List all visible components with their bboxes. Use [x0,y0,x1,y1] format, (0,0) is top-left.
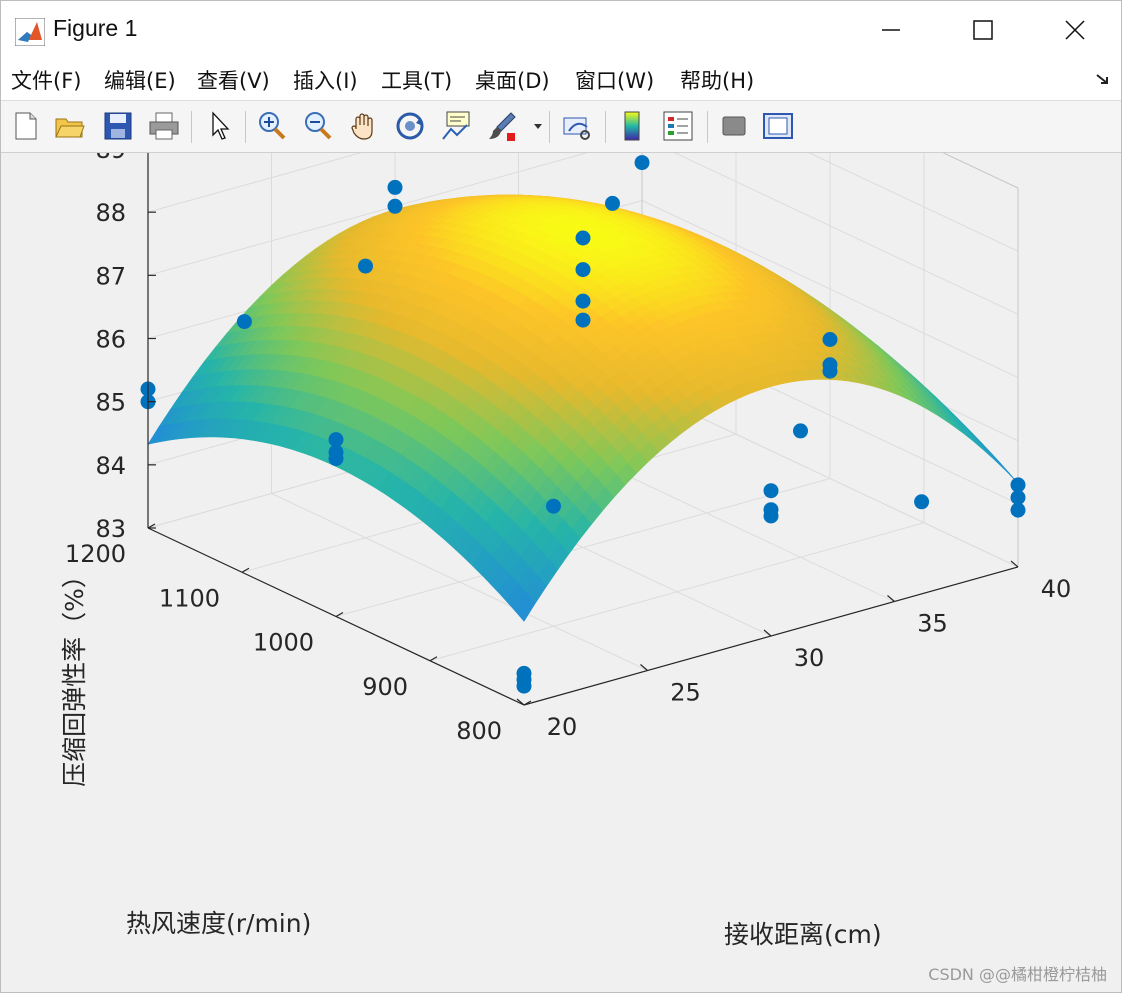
surface-plot[interactable]: 2025303540800900100011001200838485868788… [1,153,1123,993]
title-bar[interactable]: Figure 1 [1,1,1121,59]
link-plot-icon[interactable] [561,109,595,143]
chevron-down-icon[interactable] [533,123,543,131]
rotate-3d-icon[interactable] [393,109,427,143]
minimize-button[interactable] [845,1,937,59]
menu-window[interactable]: 窗口(W) [575,65,654,95]
pan-hand-icon[interactable] [347,109,381,143]
menu-desktop[interactable]: 桌面(D) [475,65,550,95]
data-point [576,294,591,309]
new-figure-icon[interactable] [9,109,43,143]
z-tick-label: 84 [95,452,126,480]
menu-insert[interactable]: 插入(I) [293,65,358,95]
fitted-surface [148,195,1018,621]
show-plot-tools-icon[interactable] [761,109,795,143]
y-tick-label: 1000 [253,629,314,657]
data-point [517,679,532,694]
figure-toolbar [1,101,1121,153]
z-tick-label: 85 [95,389,126,417]
data-point [546,499,561,514]
close-icon [1064,19,1086,41]
surface-patch [965,431,985,451]
y-tick-label: 1100 [159,584,220,612]
x-axis-label: 接收距离(cm) [724,920,882,949]
data-point [793,423,808,438]
menu-help[interactable]: 帮助(H) [680,65,754,95]
y-tick-label: 800 [456,717,502,745]
data-point [764,509,779,524]
menu-file[interactable]: 文件(F) [11,65,81,95]
data-point [823,332,838,347]
z-tick-label: 88 [95,199,126,227]
colorbar-icon[interactable] [615,109,649,143]
data-point [605,196,620,211]
watermark: CSDN @@橘柑橙柠桔柚 [928,961,1107,985]
y-tick-label: 900 [362,673,408,701]
save-icon[interactable] [101,109,135,143]
data-point [823,357,838,372]
data-point [576,231,591,246]
data-cursor-icon[interactable] [439,109,473,143]
data-point [388,180,403,195]
z-tick-label: 83 [95,515,126,543]
zoom-out-icon[interactable] [301,109,335,143]
legend-icon[interactable] [661,109,695,143]
data-point [329,451,344,466]
matlab-icon [15,18,45,46]
z-axis-label: 压缩回弹性率（%） [60,563,89,787]
x-tick-label: 25 [670,679,701,707]
data-point [914,494,929,509]
x-tick-label: 35 [917,610,948,638]
print-icon[interactable] [147,109,181,143]
open-file-icon[interactable] [53,109,87,143]
toolbar-separator [707,111,708,143]
hide-plot-tools-icon[interactable] [717,109,751,143]
data-point [1011,503,1026,518]
data-point [764,483,779,498]
menu-tools[interactable]: 工具(T) [381,65,452,95]
x-tick-label: 40 [1041,575,1072,603]
x-tick-label: 20 [547,713,578,741]
z-tick-label: 89 [95,153,126,164]
close-button[interactable] [1029,1,1121,59]
toolbar-separator [605,111,606,143]
toolbar-separator [191,111,192,143]
y-axis-label: 热风速度(r/min) [126,909,311,938]
zoom-in-icon[interactable] [255,109,289,143]
maximize-button[interactable] [937,1,1029,59]
pointer-icon[interactable] [203,109,237,143]
z-tick-label: 86 [95,326,126,354]
z-tick-label: 87 [95,262,126,290]
data-point [388,199,403,214]
data-point [358,259,373,274]
data-point [237,314,252,329]
brush-icon[interactable] [485,109,519,143]
minimize-icon [880,19,902,41]
maximize-icon [972,19,994,41]
dock-arrow-icon[interactable] [1095,71,1111,87]
toolbar-separator [549,111,550,143]
window-title: Figure 1 [53,15,137,42]
data-point [576,262,591,277]
toolbar-separator [245,111,246,143]
data-point [576,313,591,328]
menu-bar: 文件(F) 编辑(E) 查看(V) 插入(I) 工具(T) 桌面(D) 窗口(W… [1,59,1121,101]
x-tick-label: 30 [794,644,825,672]
data-point [635,155,650,170]
menu-view[interactable]: 查看(V) [197,65,270,95]
menu-edit[interactable]: 编辑(E) [104,65,176,95]
